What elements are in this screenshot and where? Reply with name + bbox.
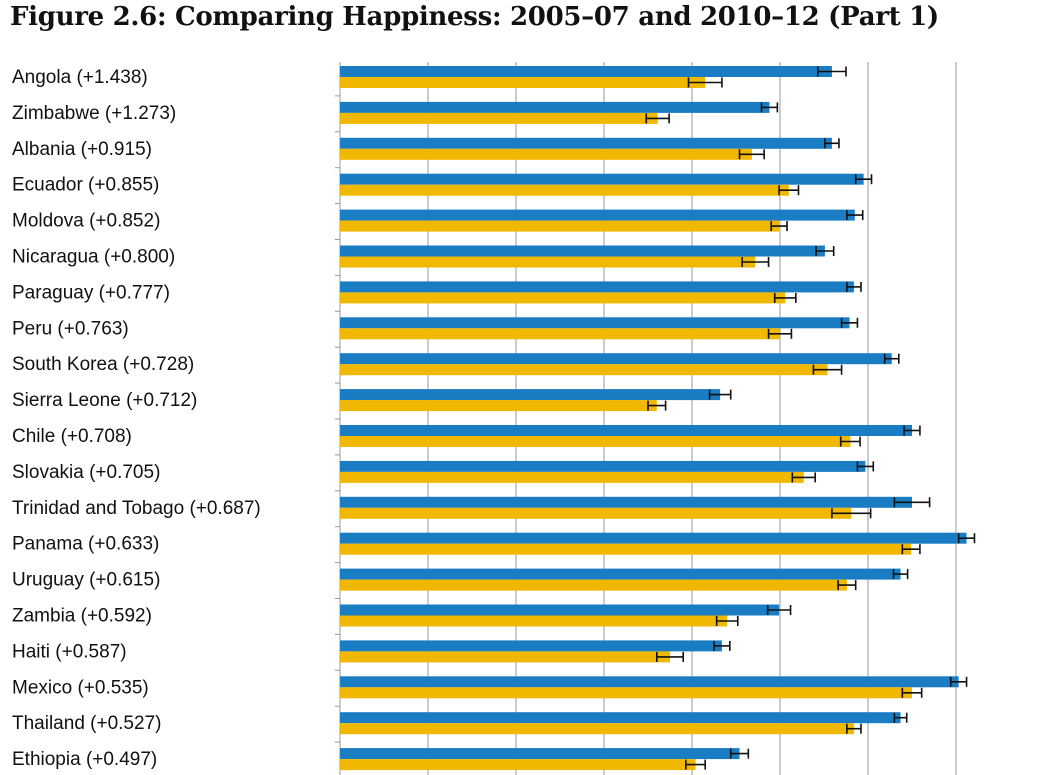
category-label: Albania (+0.915)	[12, 139, 152, 160]
category-label: Panama (+0.633)	[12, 534, 159, 555]
bar	[340, 292, 786, 304]
category-label: Moldova (+0.852)	[12, 211, 160, 232]
category-label: Chile (+0.708)	[12, 426, 132, 447]
category-label: Ethiopia (+0.497)	[12, 749, 157, 770]
category-label: Peru (+0.763)	[12, 318, 129, 339]
bar	[340, 748, 740, 760]
bar	[340, 723, 854, 735]
category-label: Ecuador (+0.855)	[12, 175, 159, 196]
bar	[340, 220, 780, 232]
category-label: Paraguay (+0.777)	[12, 282, 170, 303]
bar	[340, 209, 855, 221]
bar	[340, 615, 728, 627]
bar	[340, 328, 780, 340]
bar	[340, 101, 770, 113]
category-label: South Korea (+0.728)	[12, 354, 194, 375]
category-label: Uruguay (+0.615)	[12, 570, 160, 591]
bar	[340, 496, 912, 508]
bar	[340, 687, 912, 699]
bar	[340, 364, 828, 376]
category-label: Mexico (+0.535)	[12, 677, 149, 698]
category-label: Zimbabwe (+1.273)	[12, 103, 176, 124]
bar	[340, 281, 854, 293]
bar	[340, 112, 658, 124]
category-label: Zambia (+0.592)	[12, 606, 152, 627]
bar	[340, 389, 721, 401]
bar	[340, 676, 959, 688]
bar	[340, 317, 850, 329]
bar	[340, 568, 901, 580]
figure-title: Figure 2.6: Comparing Happiness: 2005–07…	[10, 2, 939, 32]
bar	[340, 173, 864, 185]
error-bars	[645, 66, 976, 770]
bar	[340, 425, 912, 436]
bar	[340, 640, 722, 652]
bar	[340, 77, 706, 88]
bar	[340, 353, 892, 365]
category-labels: Angola (+1.438) Zimbabwe (+1.273) Albania …	[12, 67, 261, 770]
bar	[340, 148, 752, 160]
bar	[340, 507, 852, 519]
bar	[340, 460, 866, 472]
bar	[340, 579, 847, 591]
bar	[340, 400, 657, 412]
bar	[340, 471, 804, 483]
category-label: Trinidad and Tobago (+0.687)	[12, 498, 261, 519]
bar	[340, 604, 780, 616]
bar	[340, 532, 967, 544]
bar	[340, 184, 789, 196]
gridlines	[335, 62, 957, 775]
category-label: Nicaragua (+0.800)	[12, 247, 175, 268]
bar	[340, 543, 912, 555]
category-label: Sierra Leone (+0.712)	[12, 390, 197, 411]
bar	[340, 712, 901, 724]
bar	[340, 66, 832, 77]
bar	[340, 436, 851, 447]
category-label: Haiti (+0.587)	[12, 641, 127, 662]
category-label: Slovakia (+0.705)	[12, 462, 160, 483]
category-label: Thailand (+0.527)	[12, 713, 161, 734]
bar	[340, 759, 696, 771]
category-label: Angola (+1.438)	[12, 67, 148, 88]
bar	[340, 245, 825, 257]
bar	[340, 651, 670, 663]
bar	[340, 137, 832, 149]
bar	[340, 256, 756, 268]
bars	[340, 66, 967, 771]
